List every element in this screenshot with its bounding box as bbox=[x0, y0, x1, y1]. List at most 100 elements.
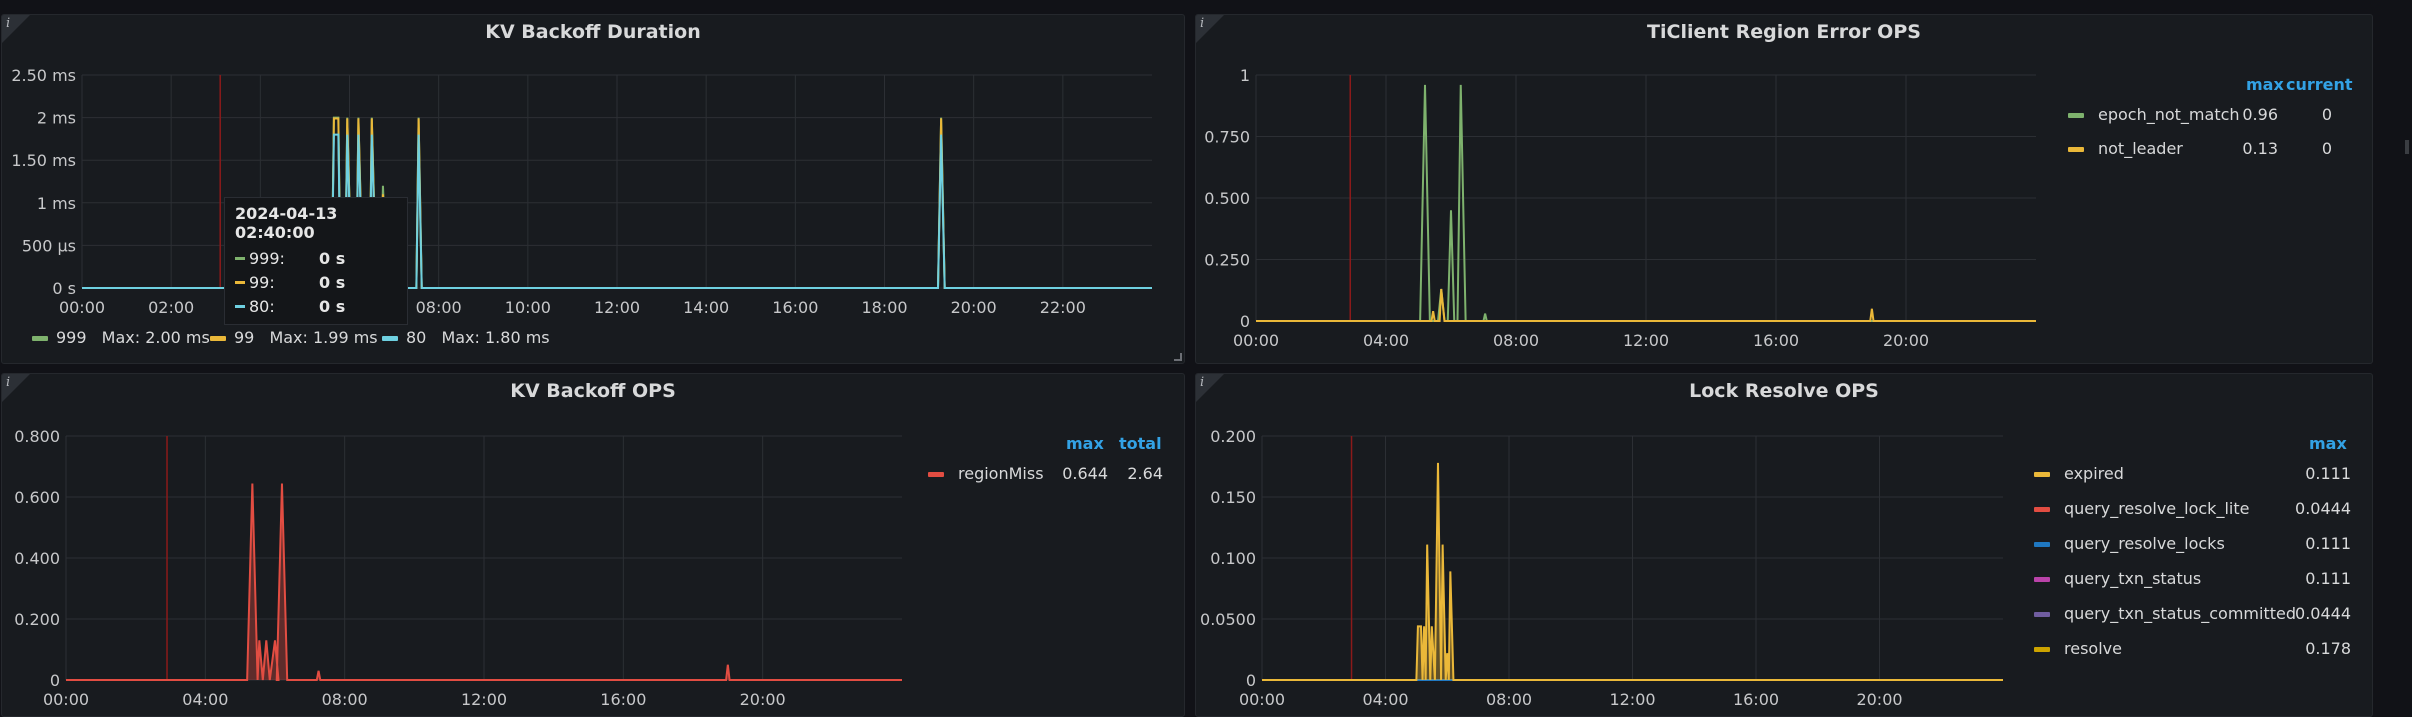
legend-item-not_leader[interactable]: not_leader bbox=[2068, 139, 2183, 158]
x-tick-label: 16:00 bbox=[1733, 690, 1779, 709]
legend-item-query_resolve_lock_lite[interactable]: query_resolve_lock_lite bbox=[2034, 499, 2249, 518]
legend-header-max[interactable]: max bbox=[2309, 434, 2347, 453]
y-tick-label: 1.50 ms bbox=[11, 151, 76, 170]
legend-item-resolve[interactable]: resolve bbox=[2034, 639, 2122, 658]
x-tick-label: 04:00 bbox=[182, 690, 228, 709]
chart-tooltip: 2024-04-13 02:40:00 999: 0 s 99: 0 s 80: 0 s bbox=[224, 197, 408, 325]
legend-item-epoch_not_match[interactable]: epoch_not_match bbox=[2068, 105, 2240, 124]
legend-header-max[interactable]: max bbox=[1066, 434, 1104, 453]
info-icon[interactable]: i bbox=[1196, 374, 1224, 402]
page-scrollbar[interactable] bbox=[2400, 0, 2412, 717]
y-tick-label: 2 ms bbox=[37, 109, 76, 128]
legend-label: expired bbox=[2064, 464, 2124, 483]
legend-swatch bbox=[928, 472, 944, 477]
info-icon[interactable]: i bbox=[1196, 15, 1224, 43]
tooltip-series-name: 99: bbox=[249, 272, 275, 292]
legend-label: query_resolve_lock_lite bbox=[2064, 499, 2250, 518]
scrollbar-thumb[interactable] bbox=[2405, 140, 2409, 154]
panel-title: TiClient Region Error OPS bbox=[1647, 21, 1921, 43]
tooltip-series-name: 999: bbox=[249, 248, 285, 268]
legend-item-999[interactable]: 999 Max: 2.00 ms bbox=[32, 328, 210, 347]
y-tick-label: 0.200 bbox=[14, 610, 60, 629]
tooltip-swatch bbox=[235, 256, 245, 260]
x-tick-label: 10:00 bbox=[505, 298, 551, 317]
x-tick-label: 16:00 bbox=[600, 690, 646, 709]
y-tick-label: 1 bbox=[1240, 66, 1250, 85]
legend-label: 999 bbox=[56, 328, 87, 347]
info-icon[interactable]: i bbox=[2, 374, 30, 402]
y-tick-label: 0.0500 bbox=[1200, 610, 1256, 629]
legend-swatch bbox=[2034, 647, 2050, 652]
legend-stat: Max: 1.99 ms bbox=[264, 328, 378, 347]
chart-kv-backoff-duration[interactable]: 0 s 500 µs 1 ms 1.50 ms 2 ms 2.50 ms 00:00 02:0… bbox=[2, 15, 1185, 364]
x-tick-label: 16:00 bbox=[772, 298, 818, 317]
panel-title: KV Backoff Duration bbox=[485, 21, 701, 43]
legend-swatch bbox=[2034, 612, 2050, 617]
legend-item-expired[interactable]: expired bbox=[2034, 464, 2124, 483]
x-tick-label: 16:00 bbox=[1753, 331, 1799, 350]
chart-lock-resolve-ops[interactable]: 0 0.0500 0.100 0.150 0.200 00:00 04:00 08:00 12:… bbox=[1196, 374, 2373, 717]
x-tick-label: 20:00 bbox=[951, 298, 997, 317]
legend-value-max: 0.111 bbox=[2305, 569, 2351, 588]
legend-value-max: 0.0444 bbox=[2295, 499, 2351, 518]
x-tick-label: 12:00 bbox=[461, 690, 507, 709]
tooltip-value: 0 s bbox=[319, 296, 346, 316]
series-line-resolve[interactable] bbox=[1262, 462, 2003, 681]
x-tick-label: 20:00 bbox=[740, 690, 786, 709]
legend-item-regionMiss[interactable]: regionMiss bbox=[928, 464, 1044, 483]
x-tick-label: 00:00 bbox=[43, 690, 89, 709]
y-tick-label: 500 µs bbox=[22, 236, 76, 255]
legend-value-max: 0.96 bbox=[2242, 105, 2278, 124]
x-tick-label: 04:00 bbox=[1363, 331, 1409, 350]
y-tick-label: 0.250 bbox=[1204, 251, 1250, 270]
legend-header-max[interactable]: max bbox=[2246, 75, 2284, 94]
y-tick-label: 0 s bbox=[52, 279, 76, 298]
legend-label: not_leader bbox=[2098, 139, 2183, 158]
panel-kv-backoff-ops[interactable]: i KV Backoff OPS 0 0.200 0.400 0.600 0.800 00… bbox=[1, 373, 1185, 717]
x-tick-label: 08:00 bbox=[1486, 690, 1532, 709]
legend-value-total: 2.64 bbox=[1127, 464, 1163, 483]
y-tick-label: 0 bbox=[1240, 312, 1250, 331]
legend-value-max: 0.178 bbox=[2305, 639, 2351, 658]
legend-swatch bbox=[2034, 577, 2050, 582]
panel-lock-resolve-ops[interactable]: i Lock Resolve OPS 0 0.0500 0.100 0.150 0.20… bbox=[1195, 373, 2373, 717]
legend-label: regionMiss bbox=[958, 464, 1044, 483]
tooltip-swatch bbox=[235, 304, 245, 308]
x-tick-label: 20:00 bbox=[1856, 690, 1902, 709]
legend-item-query_txn_status[interactable]: query_txn_status bbox=[2034, 569, 2201, 588]
y-tick-label: 0 bbox=[50, 671, 60, 690]
y-tick-label: 2.50 ms bbox=[11, 66, 76, 85]
tooltip-value: 0 s bbox=[319, 248, 346, 268]
legend-value-current: 0 bbox=[2321, 139, 2332, 158]
legend-value-current: 0 bbox=[2321, 105, 2332, 124]
legend-value-max: 0.13 bbox=[2242, 139, 2278, 158]
legend-label: epoch_not_match bbox=[2098, 105, 2240, 124]
legend-value-max: 0.111 bbox=[2305, 534, 2351, 553]
panel-kv-backoff-duration[interactable]: i KV Backoff Duration 0 s 500 µs 1 ms 1.50 … bbox=[1, 14, 1185, 364]
legend-stat: Max: 1.80 ms bbox=[436, 328, 550, 347]
x-tick-label: 18:00 bbox=[861, 298, 907, 317]
tooltip-value: 0 s bbox=[319, 272, 346, 292]
panel-title: KV Backoff OPS bbox=[510, 380, 676, 402]
y-tick-label: 0.400 bbox=[14, 549, 60, 568]
tooltip-swatch bbox=[235, 280, 245, 284]
x-tick-label: 04:00 bbox=[1362, 690, 1408, 709]
series-line-not_leader[interactable] bbox=[1256, 288, 2036, 322]
legend-item-99[interactable]: 99 Max: 1.99 ms bbox=[210, 328, 378, 347]
chart-ticlient-region-error-ops[interactable]: 0 0.250 0.500 0.750 1 00:00 04:00 08:00 12:00 16:… bbox=[1196, 15, 2373, 364]
legend-label: query_txn_status_committed bbox=[2064, 604, 2296, 623]
legend-header-total[interactable]: total bbox=[1119, 434, 1162, 453]
chart-kv-backoff-ops[interactable]: 0 0.200 0.400 0.600 0.800 00:00 04:00 08:00 12:0… bbox=[2, 374, 1185, 717]
resize-handle[interactable] bbox=[1174, 353, 1182, 361]
info-icon[interactable]: i bbox=[2, 15, 30, 43]
legend-item-80[interactable]: 80 Max: 1.80 ms bbox=[382, 328, 550, 347]
legend-item-query_resolve_locks[interactable]: query_resolve_locks bbox=[2034, 534, 2225, 553]
legend-header-current[interactable]: current bbox=[2286, 75, 2353, 94]
tooltip-row: 99: 0 s bbox=[235, 270, 397, 294]
legend-item-query_txn_status_committed[interactable]: query_txn_status_committed bbox=[2034, 604, 2296, 623]
series-line-regionMiss[interactable] bbox=[66, 483, 902, 681]
panel-ticlient-region-error-ops[interactable]: i TiClient Region Error OPS 0 0.250 0.500 0… bbox=[1195, 14, 2373, 364]
series-line-epoch_not_match[interactable] bbox=[1256, 84, 2036, 322]
legend-label: 99 bbox=[234, 328, 255, 347]
legend-swatch bbox=[2034, 542, 2050, 547]
